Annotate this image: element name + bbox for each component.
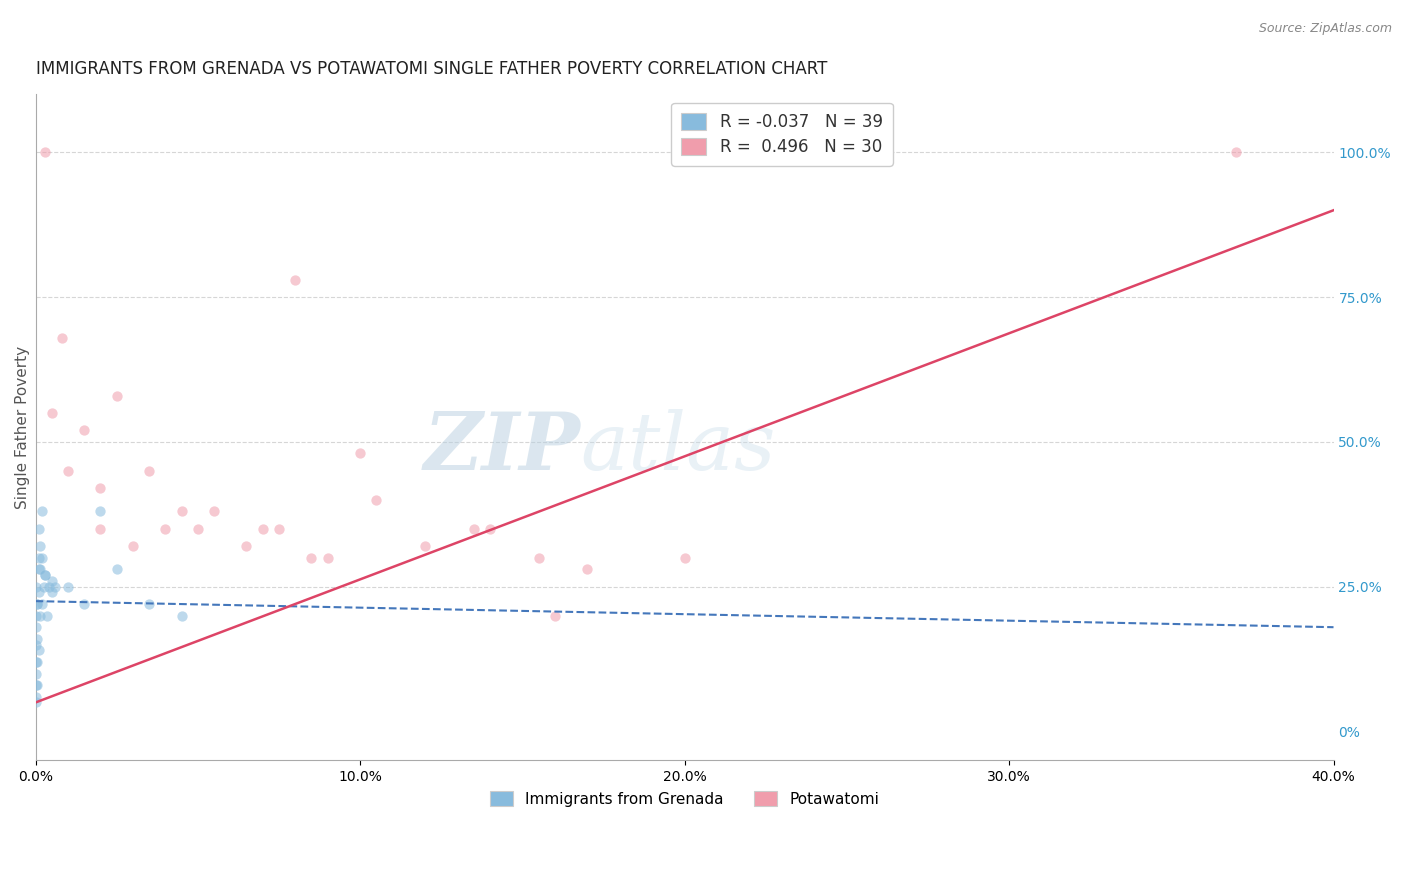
Point <box>202 504 225 518</box>
Point <box>170 608 193 623</box>
Point <box>56 580 79 594</box>
Point <box>25 632 48 646</box>
Point <box>155 522 177 536</box>
Point <box>89 504 111 518</box>
Point <box>28 562 51 576</box>
Point <box>24 638 46 652</box>
Point <box>170 504 193 518</box>
Point <box>73 423 96 437</box>
Point <box>56 464 79 478</box>
Point <box>24 608 46 623</box>
Point <box>478 522 501 536</box>
Point <box>24 696 46 710</box>
Point <box>41 574 63 588</box>
Point <box>527 550 550 565</box>
Point <box>34 568 56 582</box>
Point <box>31 550 53 565</box>
Point <box>89 522 111 536</box>
Text: ZIP: ZIP <box>423 409 581 486</box>
Point <box>25 597 48 611</box>
Point <box>51 331 73 345</box>
Text: IMMIGRANTS FROM GRENADA VS POTAWATOMI SINGLE FATHER POVERTY CORRELATION CHART: IMMIGRANTS FROM GRENADA VS POTAWATOMI SI… <box>35 60 827 78</box>
Point <box>252 522 274 536</box>
Point <box>25 655 48 669</box>
Point <box>299 550 322 565</box>
Point <box>673 550 696 565</box>
Text: atlas: atlas <box>581 409 776 486</box>
Point <box>187 522 209 536</box>
Point <box>34 568 56 582</box>
Point <box>105 562 128 576</box>
Point <box>267 522 290 536</box>
Point <box>463 522 485 536</box>
Point <box>30 562 52 576</box>
Point <box>122 539 145 553</box>
Legend: Immigrants from Grenada, Potawatomi: Immigrants from Grenada, Potawatomi <box>484 784 886 813</box>
Point <box>38 580 60 594</box>
Point <box>235 539 257 553</box>
Point <box>30 608 52 623</box>
Point <box>32 580 55 594</box>
Point <box>284 273 307 287</box>
Point <box>25 597 48 611</box>
Point <box>31 597 53 611</box>
Point <box>24 666 46 681</box>
Point <box>138 464 160 478</box>
Point <box>316 550 339 565</box>
Point <box>31 504 53 518</box>
Point <box>89 481 111 495</box>
Y-axis label: Single Father Poverty: Single Father Poverty <box>15 346 30 509</box>
Point <box>28 643 51 657</box>
Point <box>24 580 46 594</box>
Point <box>30 539 52 553</box>
Point <box>576 562 599 576</box>
Point <box>413 539 436 553</box>
Point <box>44 580 66 594</box>
Point <box>138 597 160 611</box>
Point <box>25 678 48 692</box>
Point <box>41 585 63 599</box>
Point <box>544 608 567 623</box>
Point <box>35 608 58 623</box>
Point <box>34 145 56 160</box>
Text: Source: ZipAtlas.com: Source: ZipAtlas.com <box>1258 22 1392 36</box>
Point <box>41 406 63 420</box>
Point <box>28 550 51 565</box>
Point <box>73 597 96 611</box>
Point <box>349 446 371 460</box>
Point <box>24 655 46 669</box>
Point <box>366 492 388 507</box>
Point <box>105 388 128 402</box>
Point <box>24 678 46 692</box>
Point <box>28 585 51 599</box>
Point <box>24 690 46 704</box>
Point <box>28 522 51 536</box>
Point <box>1225 145 1247 160</box>
Point <box>24 620 46 634</box>
